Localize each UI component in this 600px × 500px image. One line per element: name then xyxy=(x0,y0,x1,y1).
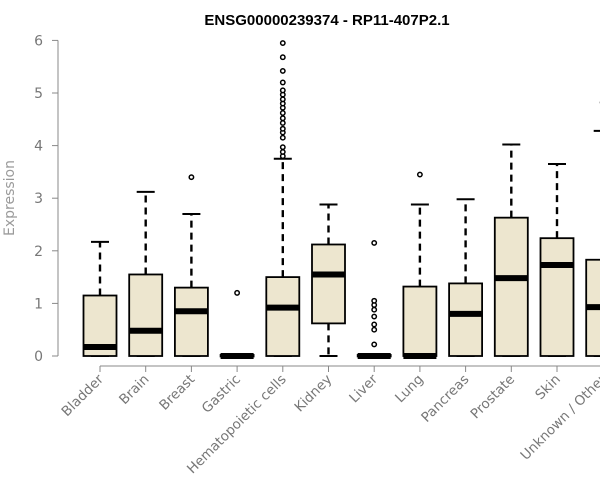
box-kidney xyxy=(311,203,346,357)
outlier-point xyxy=(416,171,423,178)
box-skin xyxy=(539,163,575,357)
outlier-point xyxy=(279,115,286,122)
x-tick-label: Bladder xyxy=(59,371,108,420)
box-body xyxy=(493,216,529,357)
box-lung xyxy=(402,171,438,359)
outlier-point xyxy=(279,134,286,141)
outlier-point xyxy=(279,120,286,126)
x-tick-label: Skin xyxy=(532,372,564,404)
box-prostate xyxy=(493,143,529,357)
outlier-point xyxy=(279,67,286,74)
box-body xyxy=(128,273,164,357)
y-tick-label: 1 xyxy=(34,296,43,312)
y-axis-label: Expression xyxy=(2,160,18,236)
box-body xyxy=(265,276,301,357)
box-body xyxy=(539,237,575,357)
x-tick-label: Breast xyxy=(156,372,198,414)
outlier-point xyxy=(371,341,378,348)
y-tick-label: 2 xyxy=(34,244,43,260)
outlier-point xyxy=(279,148,286,155)
x-tick-label: Prostate xyxy=(467,372,518,423)
box-brain xyxy=(128,190,164,357)
y-tick-label: 6 xyxy=(34,33,43,49)
outlier-point xyxy=(371,306,378,313)
outlier-point xyxy=(234,289,241,296)
outlier-point xyxy=(371,297,378,304)
outlier-point xyxy=(279,125,286,132)
box-gastric xyxy=(219,289,255,359)
box-liver xyxy=(356,239,392,359)
box-body xyxy=(173,286,209,357)
outlier-point xyxy=(371,239,378,246)
y-tick-label: 0 xyxy=(34,349,43,365)
y-tick-label: 4 xyxy=(34,139,43,155)
box-body xyxy=(448,282,484,357)
outlier-point xyxy=(371,326,378,333)
x-tick-label: Lung xyxy=(392,372,427,407)
outlier-point xyxy=(371,313,378,320)
outlier-point xyxy=(279,40,286,46)
box-pancreas xyxy=(448,198,484,357)
box-hematopoietic-cells xyxy=(265,40,301,357)
x-tick-label: Gastric xyxy=(199,372,244,417)
box-unknown-other xyxy=(585,101,600,357)
y-tick-label: 5 xyxy=(34,86,43,102)
box-body xyxy=(402,285,438,357)
outlier-point xyxy=(371,321,378,328)
outlier-point xyxy=(188,174,195,181)
x-tick-label: Liver xyxy=(346,371,381,406)
y-tick-label: 3 xyxy=(34,191,43,207)
outlier-point xyxy=(279,54,286,61)
x-tick-label: Pancreas xyxy=(418,372,472,426)
x-tick-label: Brain xyxy=(116,372,152,408)
x-tick-label: Kidney xyxy=(291,372,335,416)
outlier-point xyxy=(279,79,286,86)
box-bladder xyxy=(82,240,118,357)
outlier-point xyxy=(279,144,286,151)
outlier-point xyxy=(279,110,286,116)
outlier-point xyxy=(279,87,286,94)
plot-area xyxy=(82,40,600,359)
box-breast xyxy=(173,174,209,357)
y-axis: 0 1 2 3 4 5 6 xyxy=(34,33,59,365)
chart-title: ENSG00000239374 - RP11-407P2.1 xyxy=(204,12,449,29)
outlier-point xyxy=(279,96,286,103)
box-body xyxy=(311,243,346,325)
